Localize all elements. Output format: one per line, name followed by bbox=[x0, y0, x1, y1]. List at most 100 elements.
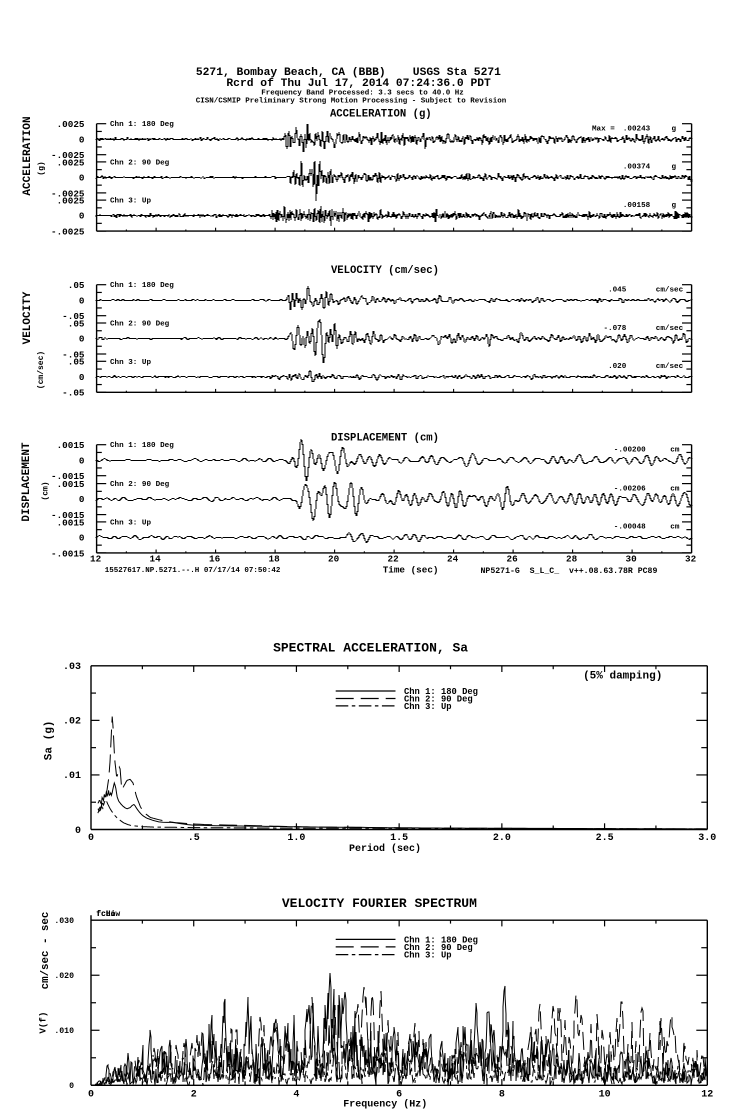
svg-text:g: g bbox=[672, 202, 677, 210]
svg-text:g: g bbox=[672, 164, 677, 172]
svg-text:Sa (g): Sa (g) bbox=[44, 721, 56, 761]
svg-text:Chn 1: 180 Deg: Chn 1: 180 Deg bbox=[110, 121, 174, 129]
svg-text:.03: .03 bbox=[63, 662, 81, 673]
svg-text:24: 24 bbox=[447, 554, 459, 565]
svg-text:DISPLACEMENT: DISPLACEMENT bbox=[21, 442, 33, 522]
svg-text:CISN/CSMIP Preliminary Strong: CISN/CSMIP Preliminary Strong Motion Pro… bbox=[196, 98, 507, 106]
svg-text:5271, Bombay Beach, CA (BBB): 5271, Bombay Beach, CA (BBB) USGS Sta 52… bbox=[196, 67, 501, 79]
svg-text:Period (sec): Period (sec) bbox=[349, 843, 421, 855]
svg-text:cm/sec - sec: cm/sec - sec bbox=[40, 912, 52, 990]
svg-text:22: 22 bbox=[388, 554, 400, 565]
svg-text:30: 30 bbox=[626, 554, 638, 565]
svg-text:cm: cm bbox=[670, 524, 680, 532]
svg-text:28: 28 bbox=[566, 554, 578, 565]
svg-text:Chn 3: Up: Chn 3: Up bbox=[110, 519, 151, 527]
svg-text:0: 0 bbox=[79, 334, 85, 345]
svg-text:8: 8 bbox=[499, 1090, 505, 1101]
svg-text:.05: .05 bbox=[68, 318, 85, 329]
svg-text:-.05: -.05 bbox=[62, 349, 85, 360]
svg-text:32: 32 bbox=[685, 554, 697, 565]
svg-text:V(f): V(f) bbox=[37, 1012, 48, 1034]
svg-text:.05: .05 bbox=[68, 280, 85, 291]
svg-text:2.0: 2.0 bbox=[493, 833, 511, 844]
svg-text:ACCELERATION: ACCELERATION bbox=[22, 116, 34, 195]
svg-text:3.0: 3.0 bbox=[698, 833, 716, 844]
svg-text:16: 16 bbox=[209, 554, 221, 565]
svg-text:18: 18 bbox=[269, 554, 281, 565]
svg-text:-.0015: -.0015 bbox=[51, 548, 85, 559]
svg-text:Chn 2: 90 Deg: Chn 2: 90 Deg bbox=[110, 321, 170, 329]
svg-text:.0025: .0025 bbox=[57, 195, 85, 206]
svg-text:ACCELERATION (g): ACCELERATION (g) bbox=[330, 109, 432, 121]
svg-text:-.00206: -.00206 bbox=[614, 485, 646, 493]
svg-text:(cm): (cm) bbox=[42, 481, 51, 500]
svg-text:2.5: 2.5 bbox=[596, 833, 614, 844]
svg-text:-.0015: -.0015 bbox=[51, 471, 85, 482]
svg-text:.010: .010 bbox=[54, 1027, 74, 1036]
svg-text:0: 0 bbox=[75, 826, 81, 837]
svg-text:0: 0 bbox=[69, 1082, 74, 1091]
svg-text:-.00200: -.00200 bbox=[614, 447, 646, 455]
svg-text:.00374: .00374 bbox=[623, 164, 651, 172]
svg-text:1.5: 1.5 bbox=[390, 833, 408, 844]
svg-text:Frequency (Hz): Frequency (Hz) bbox=[343, 1099, 427, 1111]
svg-text:-.0025: -.0025 bbox=[51, 226, 85, 237]
svg-text:-.0025: -.0025 bbox=[51, 188, 85, 199]
svg-text:cm/sec: cm/sec bbox=[656, 363, 684, 371]
svg-text:(g): (g) bbox=[38, 161, 47, 175]
svg-text:12: 12 bbox=[90, 554, 102, 565]
svg-text:.0015: .0015 bbox=[57, 517, 85, 528]
svg-text:Chn 1: 180 Deg: Chn 1: 180 Deg bbox=[110, 282, 174, 290]
svg-text:.030: .030 bbox=[54, 917, 74, 926]
svg-text:VELOCITY: VELOCITY bbox=[22, 291, 34, 344]
svg-text:20: 20 bbox=[328, 554, 340, 565]
svg-text:cm: cm bbox=[670, 485, 680, 493]
svg-text:0: 0 bbox=[79, 494, 85, 505]
svg-text:0: 0 bbox=[88, 1090, 94, 1101]
svg-text:0: 0 bbox=[79, 211, 85, 222]
svg-text:Chn 1: 180 Deg: Chn 1: 180 Deg bbox=[110, 442, 174, 450]
svg-text:fcHi: fcHi bbox=[96, 910, 115, 919]
svg-text:.0025: .0025 bbox=[57, 119, 85, 130]
svg-text:DISPLACEMENT (cm): DISPLACEMENT (cm) bbox=[331, 432, 439, 444]
svg-text:Chn 1: 180 Deg: Chn 1: 180 Deg bbox=[404, 687, 478, 697]
svg-text:cm: cm bbox=[670, 447, 680, 455]
svg-text:VELOCITY (cm/sec): VELOCITY (cm/sec) bbox=[331, 265, 439, 277]
svg-text:-.05: -.05 bbox=[62, 388, 85, 399]
svg-text:Rcrd of Thu Jul 17, 2014 07:24: Rcrd of Thu Jul 17, 2014 07:24:36.0 PDT bbox=[226, 78, 491, 90]
svg-text:.020: .020 bbox=[608, 363, 627, 371]
svg-text:(5% damping): (5% damping) bbox=[583, 671, 662, 683]
svg-text:14: 14 bbox=[150, 554, 162, 565]
svg-text:NP5271-G S_L_C_ v++.08.63.78: NP5271-G S_L_C_ v++.08.63.78R PC89 bbox=[481, 567, 658, 576]
svg-text:15527617.NP.5271.--.H 07/17/14: 15527617.NP.5271.--.H 07/17/14 07:50:42 bbox=[105, 567, 281, 575]
svg-text:Chn 3: Up: Chn 3: Up bbox=[110, 198, 151, 206]
svg-text:10: 10 bbox=[599, 1090, 611, 1101]
svg-text:-.05: -.05 bbox=[62, 311, 85, 322]
svg-text:cm/sec: cm/sec bbox=[656, 325, 684, 333]
svg-text:0: 0 bbox=[79, 134, 85, 145]
svg-text:Chn 3: Up: Chn 3: Up bbox=[110, 359, 151, 367]
svg-text:Chn 3: Up: Chn 3: Up bbox=[404, 951, 452, 961]
svg-text:.045: .045 bbox=[608, 287, 627, 295]
svg-text:.0025: .0025 bbox=[57, 157, 85, 168]
svg-text:.02: .02 bbox=[63, 717, 81, 728]
svg-text:(cm/sec): (cm/sec) bbox=[37, 351, 46, 389]
svg-text:.00158: .00158 bbox=[623, 202, 651, 210]
svg-text:.020: .020 bbox=[54, 972, 74, 981]
svg-text:.5: .5 bbox=[188, 833, 200, 844]
svg-text:cm/sec: cm/sec bbox=[656, 287, 684, 295]
svg-text:0: 0 bbox=[88, 833, 94, 844]
svg-text:Time (sec): Time (sec) bbox=[383, 565, 439, 576]
svg-text:1.0: 1.0 bbox=[287, 833, 305, 844]
svg-text:Chn 2: 90 Deg: Chn 2: 90 Deg bbox=[404, 694, 473, 704]
svg-text:-.078: -.078 bbox=[604, 325, 627, 333]
svg-text:.05: .05 bbox=[68, 357, 85, 368]
svg-text:Max =: Max = bbox=[592, 126, 615, 134]
svg-text:.01: .01 bbox=[63, 771, 81, 782]
svg-text:-.00048: -.00048 bbox=[614, 524, 646, 532]
svg-text:Chn 2: 90 Deg: Chn 2: 90 Deg bbox=[404, 943, 473, 953]
svg-text:-.0025: -.0025 bbox=[51, 150, 85, 161]
svg-text:2: 2 bbox=[191, 1090, 197, 1101]
svg-text:4: 4 bbox=[293, 1090, 299, 1101]
svg-text:Chn 1: 180 Deg: Chn 1: 180 Deg bbox=[404, 935, 478, 945]
